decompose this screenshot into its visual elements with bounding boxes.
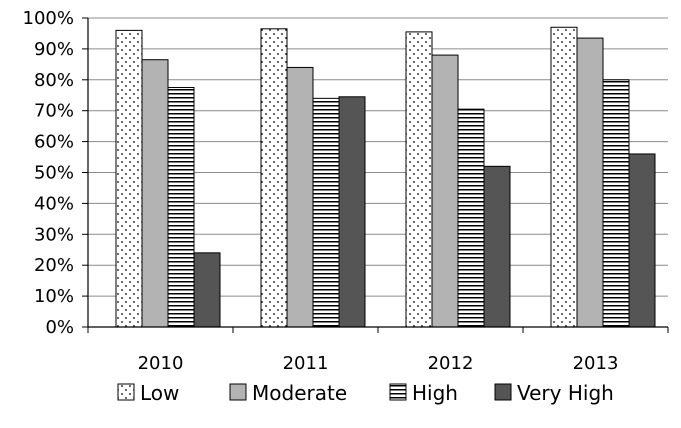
- y-tick-label: 60%: [34, 132, 74, 153]
- axes: [82, 17, 669, 333]
- bar-very-high-2010: [193, 252, 221, 328]
- legend-label: Low: [140, 381, 179, 405]
- y-axis-tick-labels: 0% 10% 20% 30% 40% 50% 60% 70% 80% 90% 100%: [23, 8, 74, 338]
- bar-moderate-2012: [431, 54, 459, 328]
- bar-very-high-2012: [483, 165, 511, 328]
- legend-label: High: [412, 381, 458, 405]
- x-tick-label: 2011: [283, 353, 329, 374]
- bar-low-2013: [550, 26, 578, 328]
- legend-label: Moderate: [252, 381, 347, 405]
- legend-label: Very High: [517, 381, 614, 405]
- y-tick-label: 30%: [34, 224, 74, 245]
- y-tick-label: 0%: [45, 317, 74, 338]
- bars: [115, 26, 656, 328]
- bar-moderate-2011: [286, 66, 314, 328]
- legend-swatch: [229, 383, 247, 401]
- legend-swatch: [117, 383, 135, 401]
- x-tick-label: 2013: [573, 353, 619, 374]
- bar-high-2012: [457, 108, 485, 328]
- bar-low-2010: [115, 29, 143, 328]
- y-tick-label: 50%: [34, 163, 74, 184]
- y-tick-label: 80%: [34, 70, 74, 91]
- bar-moderate-2010: [141, 59, 169, 328]
- bar-very-high-2013: [628, 153, 656, 328]
- bar-high-2011: [312, 97, 340, 328]
- legend-swatch: [494, 383, 512, 401]
- bar-moderate-2013: [576, 37, 604, 328]
- bar-low-2012: [405, 31, 433, 328]
- x-tick-label: 2010: [138, 353, 184, 374]
- bar-high-2010: [167, 87, 195, 328]
- y-tick-label: 100%: [23, 8, 74, 29]
- y-tick-label: 40%: [34, 193, 74, 214]
- y-tick-label: 70%: [34, 101, 74, 122]
- y-tick-label: 90%: [34, 39, 74, 60]
- y-tick-label: 10%: [34, 286, 74, 307]
- bar-high-2013: [602, 79, 630, 328]
- legend: Low Moderate High Very High: [117, 381, 614, 405]
- bar-low-2011: [260, 28, 288, 328]
- y-tick-label: 20%: [34, 255, 74, 276]
- bar-very-high-2011: [338, 96, 366, 328]
- x-axis-tick-labels: 2010 2011 2012 2013: [138, 353, 619, 374]
- x-tick-label: 2012: [428, 353, 474, 374]
- legend-swatch: [389, 383, 407, 401]
